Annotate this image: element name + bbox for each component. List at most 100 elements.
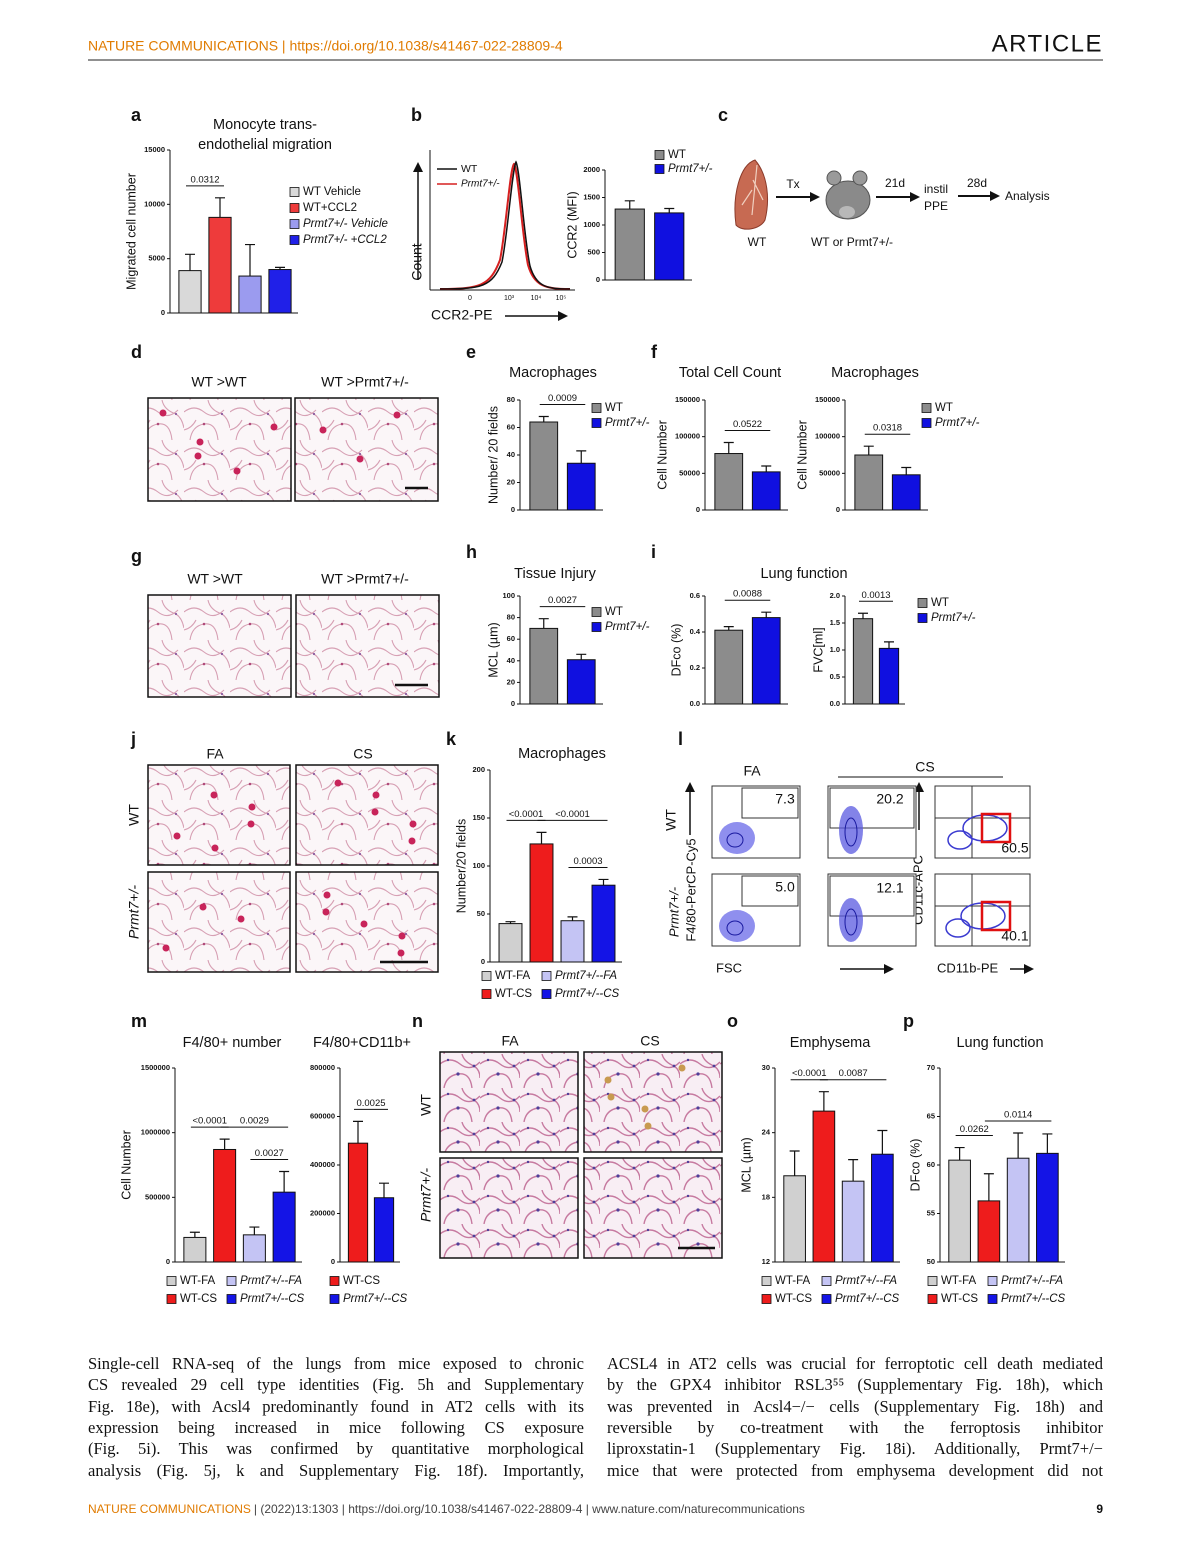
error-bar [536, 831, 547, 844]
stained-cell [237, 915, 245, 923]
stained-cell [162, 944, 170, 952]
p-value: 0.0262 [960, 1124, 989, 1135]
legend-swatch [166, 1294, 177, 1304]
stained-cell [159, 409, 167, 417]
chart-title: Lung function [956, 1035, 1043, 1051]
error-bar [567, 916, 578, 921]
mouse-snout [839, 206, 855, 218]
legend-swatch [591, 418, 602, 428]
header-journal: NATURE COMMUNICATIONS | https://doi.org/… [88, 38, 563, 54]
image-label: WT >Prmt7+/- [321, 571, 409, 587]
legend-label: Prmt7+/- [668, 163, 713, 175]
legend-label: WT [931, 597, 949, 609]
bar [529, 843, 554, 963]
contour [844, 908, 858, 936]
y-axis-label: DFco (%) [669, 624, 683, 677]
panel-letter: k [446, 729, 457, 749]
panel-letter: c [718, 105, 728, 125]
contour [726, 920, 744, 936]
bar [591, 884, 616, 963]
legend-label: Prmt7+/- [461, 179, 500, 190]
p-value: 0.0027 [548, 595, 577, 606]
panel-letter: i [651, 542, 656, 562]
bar [783, 1175, 806, 1263]
chart-title: Macrophages [518, 746, 606, 762]
error-bar [884, 641, 894, 649]
panel-letter: d [131, 342, 142, 362]
curve [439, 162, 571, 290]
bar [751, 471, 781, 511]
p-value: 0.0025 [356, 1098, 385, 1109]
p-value: 0.0009 [548, 393, 577, 404]
group-label: WT [748, 235, 767, 249]
stained-cell [644, 1122, 652, 1130]
bar [213, 1148, 237, 1263]
axis-label: Count [409, 243, 425, 280]
lung-airway [741, 164, 764, 216]
bar-chart: 0 50000 100000 150000 0.0522 Total Cell Count… [655, 365, 788, 514]
y-tick-label: 0 [696, 505, 700, 514]
stained-cell [247, 820, 255, 828]
error-bar [877, 1129, 888, 1155]
body-line: by the GPX4 inhibitor RSL3⁵⁵ (Supplement… [607, 1375, 1103, 1395]
step-label: 21d [885, 176, 905, 190]
y-tick-label: 15000 [144, 145, 165, 154]
y-tick-label: 12 [762, 1257, 770, 1266]
arrow-head [558, 311, 568, 321]
y-axis-label: Cell Number [655, 420, 669, 489]
legend-label: WT-CS [941, 1293, 978, 1305]
p-value: 0.0013 [861, 590, 890, 601]
y-tick-label: 65 [927, 1111, 935, 1120]
bar-chart: 0.0 0.2 0.4 0.6 0.0088 Lung function DFco (%) [669, 566, 847, 708]
legend-label: WT [461, 163, 478, 175]
tick-label: 0 [468, 295, 472, 302]
stained-cell [372, 791, 380, 799]
stained-cell [210, 791, 218, 799]
error-bar [538, 415, 549, 422]
legend-label: Prmt7+/--CS [1001, 1293, 1066, 1305]
y-tick-label: 0.0 [690, 699, 700, 708]
y-tick-label: 50 [927, 1257, 935, 1266]
legend-label: WT-FA [941, 1275, 976, 1287]
legend-swatch [591, 622, 602, 632]
bar-chart: 0.0 0.5 1.0 1.5 2.0 0.0013 FVC[ml] WT Prmt7+/- [811, 590, 975, 708]
stained-cell [270, 423, 278, 431]
bar-chart: 0 5000 10000 15000 0.0312 Monocyte trans-endo… [124, 117, 388, 317]
axis-label: F4/80-PerCP-Cy5 [683, 838, 698, 941]
body-line: expression being increased in mice follo… [88, 1417, 584, 1437]
bar [560, 920, 585, 963]
y-tick-label: 0 [166, 1257, 170, 1266]
bar [566, 659, 596, 705]
micrograph [294, 397, 439, 502]
legend-label: Prmt7+/--FA [1001, 1275, 1063, 1287]
plot-row [711, 873, 1031, 947]
cell-density [839, 898, 863, 942]
legend-label: WT-CS [775, 1293, 812, 1305]
legend-swatch [927, 1294, 938, 1304]
y-tick-label: 0.0 [830, 699, 840, 708]
chart-title: Macrophages [509, 365, 597, 381]
bar [529, 421, 559, 511]
gate-value: 7.3 [775, 791, 795, 807]
bar [566, 462, 596, 511]
legend-swatch [166, 1276, 177, 1286]
error-bar [189, 1231, 200, 1238]
y-tick-label: 10000 [144, 199, 165, 208]
y-axis-label: Number/20 fields [454, 819, 468, 914]
error-bar [505, 921, 516, 924]
y-tick-label: 80 [507, 395, 515, 404]
bar-chart: 0 20 40 60 80 0.0009 Macrophages Number/ 20 fie… [486, 365, 649, 514]
error-bar [818, 1091, 829, 1112]
error-bar [848, 1159, 859, 1182]
bar-chart: 0 50000 100000 150000 0.0318 Macrophages Cell … [795, 365, 979, 514]
panel-letter: f [651, 342, 658, 362]
error-bar [858, 612, 868, 619]
legend-label: WT [605, 402, 623, 414]
stained-cell [334, 779, 342, 787]
panel-letter: n [412, 1011, 423, 1031]
body-line: Single-cell RNA-seq of the lungs from mi… [88, 1354, 584, 1373]
bar [977, 1200, 1001, 1263]
chart-title: Monocyte trans- [213, 117, 317, 133]
legend-label: Prmt7+/--FA [555, 970, 617, 982]
contour [726, 832, 744, 848]
